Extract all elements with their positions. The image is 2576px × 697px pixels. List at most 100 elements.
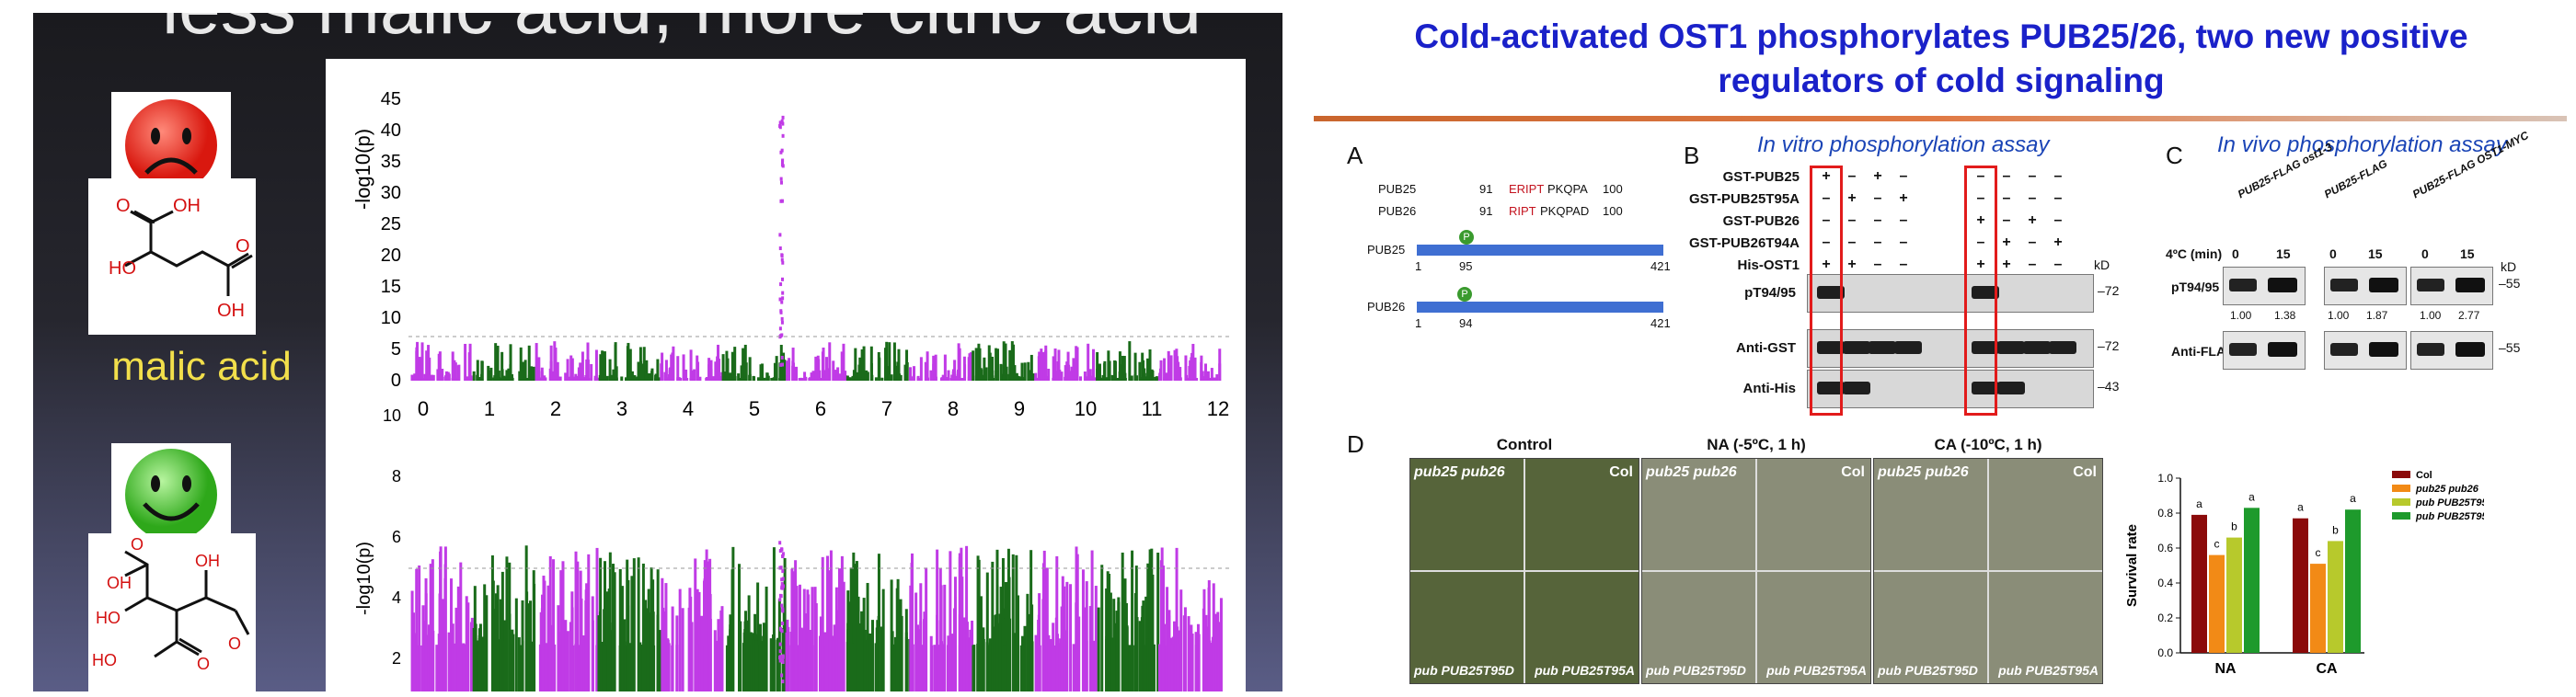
manhattan-dot xyxy=(1077,616,1081,691)
manhattan-dot xyxy=(811,587,814,691)
manhattan-dot xyxy=(1088,369,1092,381)
peak-dot xyxy=(781,552,785,556)
peak-dot xyxy=(778,326,782,331)
manhattan-dot xyxy=(1204,614,1208,691)
manhattan-dot xyxy=(648,372,651,381)
manhattan-dot xyxy=(1037,356,1041,381)
manhattan-dot xyxy=(439,546,443,691)
manhattan-dot xyxy=(730,377,734,381)
top-ylabel: -log10(p) xyxy=(351,129,374,210)
manhattan-dot xyxy=(689,596,693,691)
bottom-y-tick: 4 xyxy=(392,588,401,607)
peak-dot xyxy=(778,120,782,125)
manhattan-dot xyxy=(919,583,923,691)
peak-dot xyxy=(781,621,785,625)
manhattan-dot xyxy=(835,377,839,381)
manhattan-dot xyxy=(1103,362,1107,381)
manhattan-dot xyxy=(421,605,425,691)
manhattan-dot xyxy=(916,375,920,381)
manhattan-dot xyxy=(844,371,847,381)
peak-dot xyxy=(778,125,782,130)
design-mark: – xyxy=(2028,190,2037,206)
panel-c-blot-strip xyxy=(2223,267,2306,305)
manhattan-dot xyxy=(933,374,937,381)
manhattan-dot xyxy=(663,611,667,691)
manhattan-dot xyxy=(1049,638,1052,691)
manhattan-dot xyxy=(639,360,643,381)
manhattan-dot xyxy=(1042,550,1046,691)
right-slide-title: Cold-activated OST1 phosphorylates PUB25… xyxy=(1306,15,2576,103)
manhattan-dot xyxy=(441,628,444,691)
manhattan-dot xyxy=(733,347,737,381)
manhattan-dot xyxy=(1093,640,1097,691)
manhattan-dot xyxy=(1185,374,1189,381)
manhattan-dot xyxy=(842,343,845,381)
peak-dot xyxy=(778,626,782,631)
manhattan-dot xyxy=(1094,586,1098,691)
design-mark: – xyxy=(2053,168,2063,184)
manhattan-dot xyxy=(976,555,980,691)
manhattan-dot xyxy=(1133,593,1137,691)
manhattan-dot xyxy=(999,363,1003,381)
manhattan-dot xyxy=(727,635,730,691)
manhattan-dot xyxy=(650,567,653,691)
manhattan-dot xyxy=(775,356,778,381)
manhattan-dot xyxy=(698,376,702,381)
panel-c-kd: kD xyxy=(2501,259,2517,274)
manhattan-dot xyxy=(456,365,460,381)
manhattan-dot xyxy=(984,369,988,381)
manhattan-dot xyxy=(860,611,864,691)
manhattan-dot xyxy=(929,635,933,691)
peak-dot xyxy=(780,199,784,203)
manhattan-dot xyxy=(1144,596,1148,691)
manhattan-dot xyxy=(748,357,752,381)
manhattan-dot xyxy=(656,614,660,691)
design-mark: + xyxy=(1822,168,1831,184)
bottom-y-tick: 2 xyxy=(392,649,401,668)
manhattan-dot xyxy=(1179,589,1183,691)
manhattan-dot xyxy=(1002,341,1006,381)
peak-dot xyxy=(778,658,782,663)
peak-dot xyxy=(780,355,784,360)
manhattan-dot xyxy=(705,377,708,381)
time-label: 4ºC (min) xyxy=(2166,246,2223,261)
top-y-tick: 20 xyxy=(381,246,401,266)
manhattan-dot xyxy=(1044,615,1048,691)
citric-acid-structure: O OH HO OH O HO O xyxy=(88,533,256,691)
manhattan-dot xyxy=(875,627,879,691)
manhattan-dot xyxy=(1169,355,1173,381)
manhattan-dot xyxy=(705,549,708,691)
manhattan-dot xyxy=(509,344,512,381)
manhattan-dot xyxy=(480,373,484,381)
manhattan-dot xyxy=(643,640,647,691)
legend-swatch xyxy=(2392,498,2410,506)
manhattan-dot xyxy=(833,374,836,381)
significance-letter: b xyxy=(2231,520,2237,533)
manhattan-dot xyxy=(584,600,588,691)
manhattan-dot xyxy=(912,376,915,381)
plant-photo: pub25 pub26 Col pub PUB25T95D pub PUB25T95A xyxy=(1641,458,1871,684)
manhattan-dot xyxy=(1031,373,1035,381)
manhattan-dot xyxy=(1158,644,1162,691)
manhattan-dot xyxy=(1002,375,1006,381)
genotype-tl: pub25 pub26 xyxy=(1646,464,1737,480)
manhattan-dot xyxy=(714,361,718,381)
manhattan-dot xyxy=(953,577,957,691)
domain-pub25-bar xyxy=(1417,245,1663,256)
domain-pub26-name: PUB26 xyxy=(1367,300,1406,314)
manhattan-dot xyxy=(545,643,548,691)
manhattan-dot xyxy=(703,580,707,691)
manhattan-dot xyxy=(960,377,964,381)
manhattan-dot xyxy=(1019,645,1023,691)
peak-dot xyxy=(779,282,783,287)
manhattan-dot xyxy=(1200,361,1203,381)
manhattan-dot xyxy=(469,375,473,381)
manhattan-dot xyxy=(722,377,726,381)
manhattan-dot xyxy=(821,556,824,691)
manhattan-dot xyxy=(868,633,872,691)
manhattan-dot xyxy=(974,375,978,381)
manhattan-dot xyxy=(1027,361,1030,381)
top-x-tick: 5 xyxy=(749,397,760,420)
panel-c-blot-strip xyxy=(2324,267,2407,305)
manhattan-dot xyxy=(720,606,724,691)
